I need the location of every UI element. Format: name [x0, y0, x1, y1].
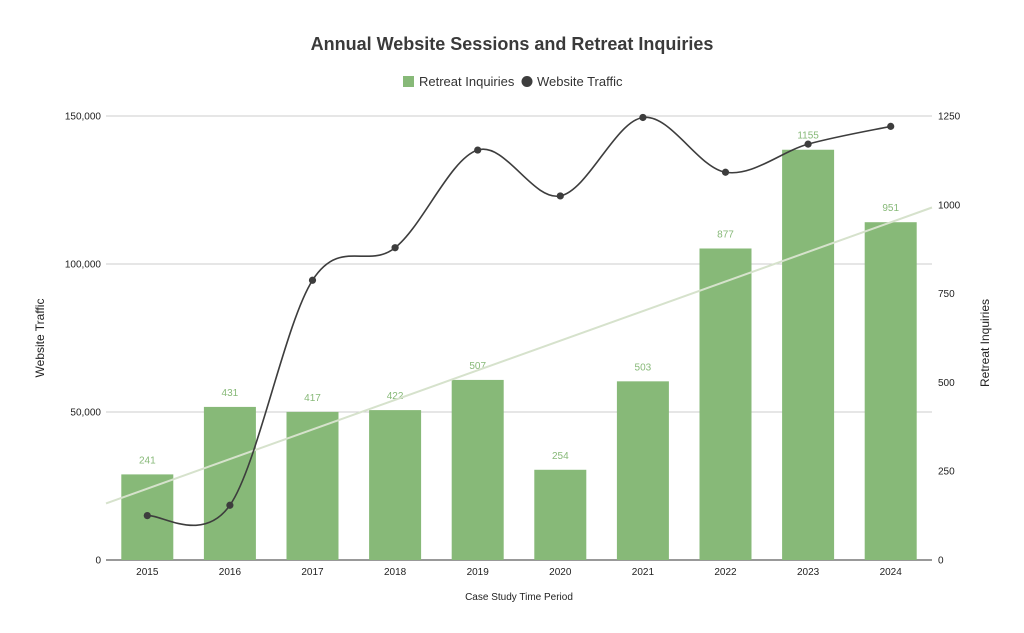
- x-tick-label: 2015: [136, 567, 159, 578]
- x-tick-label: 2021: [632, 567, 655, 578]
- right-tick-label: 500: [938, 378, 955, 389]
- line-series-website-traffic: [143, 113, 895, 527]
- bar-2016: [203, 406, 256, 560]
- x-axis-title: Case Study Time Period: [465, 592, 573, 603]
- bar-data-label: 503: [635, 362, 652, 373]
- x-tick-label: 2022: [714, 567, 737, 578]
- traffic-point-2019: [474, 146, 482, 154]
- x-axis-ticks: 2015 2016 2017 2018 2019 2020 2021 2022 2023 2024: [136, 567, 902, 578]
- traffic-point-2021: [639, 113, 647, 122]
- right-axis-title: Retreat Inquiries: [978, 299, 992, 387]
- traffic-point-2020: [556, 192, 564, 200]
- bar-2017: [286, 411, 339, 560]
- bar-data-label: 507: [469, 361, 486, 372]
- bar-2022: [699, 248, 752, 560]
- right-tick-label: 750: [938, 289, 955, 300]
- bar-2023: [782, 149, 835, 560]
- bar-2024: [864, 222, 917, 560]
- bar-data-label: 431: [222, 388, 239, 399]
- x-tick-label: 2024: [880, 567, 903, 578]
- bar-data-label: 254: [552, 451, 569, 462]
- right-tick-label: 250: [938, 467, 955, 478]
- bar-data-label: 1155: [797, 131, 819, 142]
- x-tick-label: 2023: [797, 567, 820, 578]
- traffic-point-2017: [308, 276, 317, 284]
- bar-2021: [616, 381, 669, 560]
- x-tick-label: 2016: [219, 567, 242, 578]
- legend-marker-website-traffic: [521, 76, 533, 87]
- bar-data-label: 417: [304, 393, 321, 404]
- left-tick-label: 150,000: [65, 112, 102, 123]
- left-tick-label: 0: [95, 556, 101, 567]
- bar-data-label: 951: [882, 203, 899, 214]
- x-tick-label: 2017: [301, 567, 324, 578]
- x-tick-label: 2018: [384, 567, 407, 578]
- bar-data-label: 422: [387, 391, 404, 402]
- right-axis-ticks: 0 250 500 750 1000 1250: [938, 112, 961, 567]
- bar-data-labels: 241 431 417 422 507 254 503 877 1155 951: [139, 131, 900, 467]
- legend-label-retreat-inquiries: Retreat Inquiries: [419, 74, 515, 89]
- legend: Retreat Inquiries Website Traffic: [403, 74, 623, 89]
- traffic-point-2016: [226, 501, 234, 509]
- right-tick-label: 1250: [938, 112, 961, 123]
- right-tick-label: 0: [938, 556, 944, 567]
- traffic-point-2023: [804, 140, 812, 148]
- left-tick-label: 50,000: [70, 408, 101, 419]
- right-tick-label: 1000: [938, 200, 961, 211]
- bar-data-label: 877: [717, 229, 734, 240]
- left-axis-ticks: 0 50,000 100,000 150,000: [65, 112, 102, 567]
- bar-data-label: 241: [139, 455, 156, 466]
- x-tick-label: 2020: [549, 567, 572, 578]
- bar-2018: [369, 410, 422, 560]
- traffic-point-2024: [887, 122, 895, 130]
- left-tick-label: 100,000: [65, 260, 102, 271]
- bar-2019: [451, 379, 504, 560]
- traffic-point-2015: [143, 511, 151, 520]
- legend-label-website-traffic: Website Traffic: [537, 74, 623, 89]
- trendline-retreat-inquiries: [105, 206, 933, 505]
- chart-title: Annual Website Sessions and Retreat Inqu…: [311, 34, 714, 54]
- traffic-point-2022: [721, 168, 730, 176]
- trendline: [105, 206, 933, 505]
- x-tick-label: 2019: [467, 567, 490, 578]
- website-traffic-line: [147, 116, 891, 527]
- bar-2020: [534, 469, 587, 560]
- legend-swatch-retreat-inquiries: [403, 76, 414, 87]
- left-axis-title: Website Traffic: [33, 299, 47, 378]
- traffic-point-2018: [391, 244, 399, 252]
